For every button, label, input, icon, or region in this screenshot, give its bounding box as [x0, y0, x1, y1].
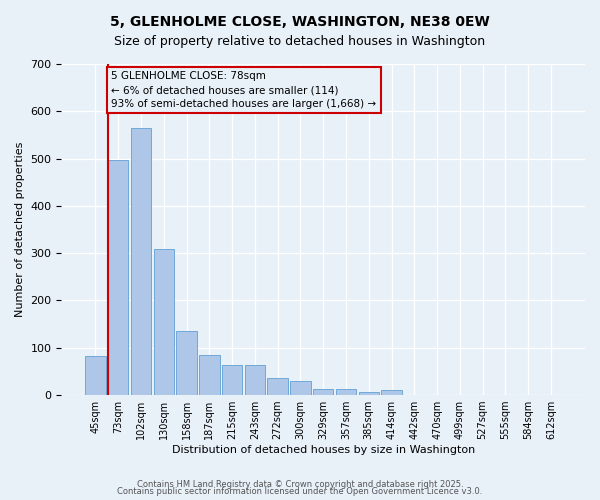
Bar: [222, 366, 242, 395]
Text: Size of property relative to detached houses in Washington: Size of property relative to detached ho…: [115, 35, 485, 48]
Bar: [268, 378, 288, 395]
Bar: [381, 390, 402, 395]
Text: 5, GLENHOLME CLOSE, WASHINGTON, NE38 0EW: 5, GLENHOLME CLOSE, WASHINGTON, NE38 0EW: [110, 15, 490, 29]
Bar: [290, 381, 311, 395]
Y-axis label: Number of detached properties: Number of detached properties: [15, 142, 25, 317]
Bar: [336, 390, 356, 395]
Bar: [85, 356, 106, 395]
Bar: [359, 392, 379, 395]
Bar: [313, 390, 334, 395]
Bar: [154, 250, 174, 395]
Bar: [131, 128, 151, 395]
Bar: [176, 331, 197, 395]
Bar: [199, 355, 220, 395]
X-axis label: Distribution of detached houses by size in Washington: Distribution of detached houses by size …: [172, 445, 475, 455]
Bar: [245, 366, 265, 395]
Text: 5 GLENHOLME CLOSE: 78sqm
← 6% of detached houses are smaller (114)
93% of semi-d: 5 GLENHOLME CLOSE: 78sqm ← 6% of detache…: [112, 71, 377, 109]
Text: Contains HM Land Registry data © Crown copyright and database right 2025.: Contains HM Land Registry data © Crown c…: [137, 480, 463, 489]
Bar: [108, 160, 128, 395]
Text: Contains public sector information licensed under the Open Government Licence v3: Contains public sector information licen…: [118, 487, 482, 496]
